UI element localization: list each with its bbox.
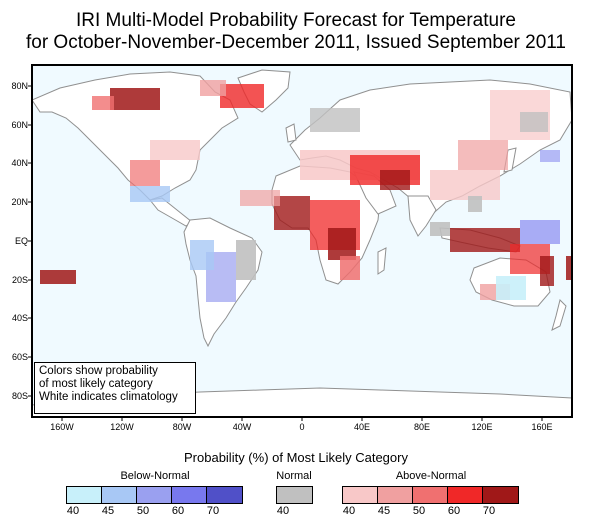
lat-tick: 20N <box>11 197 28 207</box>
normal-areas <box>236 108 548 280</box>
legend-swatch <box>343 487 378 503</box>
above-normal-areas <box>40 80 572 300</box>
below-value: 45 <box>101 505 115 517</box>
below-value: 70 <box>206 505 220 517</box>
lat-tick: 60S <box>11 352 28 362</box>
above-normal-swatches <box>342 486 519 504</box>
above-value: 50 <box>412 505 426 517</box>
above-normal-label: Above-Normal <box>395 470 467 482</box>
below-normal-swatches <box>66 486 243 504</box>
lon-tick: 120E <box>471 422 493 432</box>
lon-tick: 80E <box>413 422 430 432</box>
lon-tick: 40W <box>232 422 252 432</box>
lon-tick: 40E <box>353 422 370 432</box>
map-title-line-1: IRI Multi-Model Probability Forecast for… <box>76 10 516 31</box>
legend-swatch <box>413 487 448 503</box>
legend-swatch <box>137 487 172 503</box>
map-note: Colors show probability of most likely c… <box>34 362 196 414</box>
lat-tick: 20S <box>11 275 28 285</box>
lon-tick: 0 <box>299 422 305 432</box>
below-value: 40 <box>66 505 80 517</box>
legend-swatch <box>483 487 518 503</box>
lat-tick: EQ <box>14 236 28 246</box>
lon-tick: 160E <box>531 422 553 432</box>
map-title-line-2: for October-November-December 2011, Issu… <box>25 32 566 53</box>
lat-tick: 80S <box>11 391 28 401</box>
above-value: 60 <box>447 505 461 517</box>
lon-tick: 160W <box>50 422 74 432</box>
legend-swatch <box>378 487 413 503</box>
note-line: of most likely category <box>39 378 153 390</box>
legend-swatch <box>172 487 207 503</box>
note-line: White indicates climatology <box>39 391 178 403</box>
below-normal-label: Below-Normal <box>120 470 190 482</box>
uk <box>285 123 297 143</box>
legend-swatch <box>207 487 242 503</box>
above-value: 70 <box>482 505 496 517</box>
below-value: 50 <box>136 505 150 517</box>
india <box>407 195 437 237</box>
lat-tick: 40N <box>11 158 28 168</box>
legend-title: Probability (%) of Most Likely Category <box>184 450 408 465</box>
below-normal-areas <box>130 150 560 302</box>
axis-ticks <box>28 85 543 421</box>
normal-value: 40 <box>276 505 290 517</box>
normal-swatches <box>276 486 313 504</box>
madagascar <box>377 247 387 275</box>
above-value: 45 <box>377 505 391 517</box>
normal-label: Normal <box>276 470 312 482</box>
lon-tick: 80W <box>172 422 192 432</box>
below-value: 60 <box>171 505 185 517</box>
legend-swatch <box>102 487 137 503</box>
new-zealand <box>551 299 567 331</box>
legend-swatch <box>448 487 483 503</box>
above-value: 40 <box>342 505 356 517</box>
note-line: Colors show probability <box>39 365 158 377</box>
legend-swatch <box>67 487 102 503</box>
forecast-shading <box>40 80 572 302</box>
legend-swatch <box>277 487 312 503</box>
lon-tick: 120W <box>110 422 134 432</box>
lat-tick: 80N <box>11 81 28 91</box>
north-america <box>32 71 239 201</box>
lat-tick: 40S <box>11 313 28 323</box>
lat-tick: 60N <box>11 120 28 130</box>
